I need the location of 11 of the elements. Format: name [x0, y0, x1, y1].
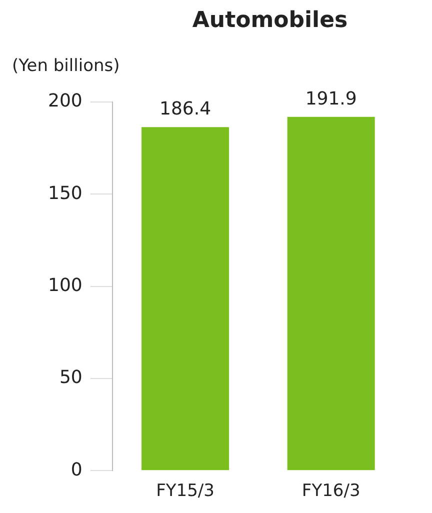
y-tick-label: 100: [48, 274, 82, 296]
x-tick-label: FY16/3: [302, 481, 360, 502]
data-label: 191.9: [305, 88, 357, 110]
data-label: 186.4: [160, 98, 212, 120]
chart-title: Automobiles: [191, 8, 349, 33]
y-tick-label: 150: [48, 182, 82, 204]
y-tick-label: 0: [70, 459, 82, 480]
y-tick-label: 50: [59, 367, 82, 388]
y-axis-title: (Yen billions): [12, 56, 120, 76]
x-tick-label: FY15/3: [156, 481, 214, 502]
y-tick-label: 200: [48, 90, 82, 112]
